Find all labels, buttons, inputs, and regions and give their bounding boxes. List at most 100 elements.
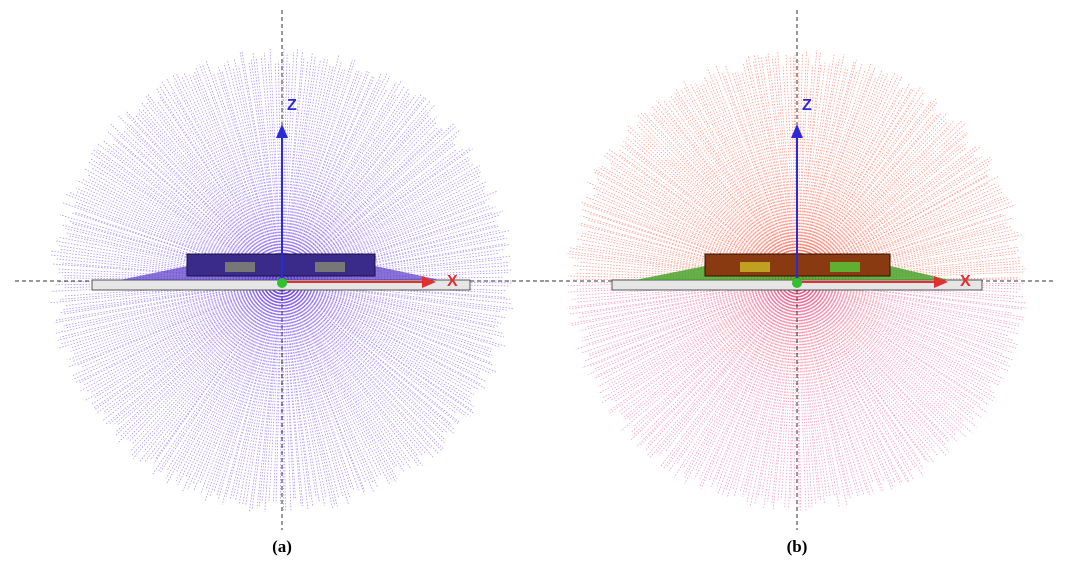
x-arrowhead — [422, 276, 436, 288]
ray — [281, 94, 416, 282]
ray — [716, 280, 798, 486]
ray — [281, 280, 472, 402]
ray — [613, 280, 798, 403]
ray — [281, 280, 455, 434]
ray — [796, 83, 911, 282]
ray — [281, 280, 444, 433]
ray — [281, 280, 390, 484]
ray — [683, 280, 798, 469]
ray — [166, 280, 283, 484]
ray — [281, 93, 410, 282]
ray — [57, 280, 283, 341]
ray — [796, 68, 849, 282]
ray — [796, 159, 993, 282]
ray — [217, 72, 283, 282]
ray — [281, 280, 320, 503]
ray — [742, 63, 798, 282]
ray — [569, 256, 798, 282]
ray — [721, 71, 798, 282]
ray — [281, 280, 344, 498]
ray — [149, 280, 283, 461]
ray — [674, 96, 798, 282]
ray — [655, 280, 798, 454]
ray — [796, 67, 847, 282]
ray — [50, 280, 283, 292]
ray — [607, 280, 798, 386]
ray — [658, 280, 798, 456]
ray — [152, 280, 283, 475]
ray — [796, 280, 977, 428]
ray — [796, 280, 1017, 349]
ray — [663, 100, 798, 282]
ray — [793, 280, 798, 501]
ray — [796, 280, 911, 484]
ray — [569, 251, 798, 282]
ray — [281, 89, 387, 282]
ray — [281, 280, 511, 304]
ray — [264, 52, 283, 282]
ray — [69, 191, 283, 282]
ray — [54, 280, 283, 324]
ray — [281, 69, 346, 282]
ray — [637, 114, 798, 282]
ray — [114, 280, 283, 437]
ray — [205, 280, 283, 491]
ray — [796, 280, 822, 501]
ray — [104, 280, 283, 412]
ray — [281, 59, 353, 282]
ray — [630, 280, 798, 433]
ray — [281, 280, 487, 390]
ray — [58, 236, 283, 282]
ray — [796, 280, 984, 400]
ray — [761, 280, 798, 498]
ray — [796, 280, 991, 384]
ray — [749, 280, 798, 508]
ray — [796, 280, 966, 437]
ray — [796, 65, 813, 282]
ray — [281, 280, 423, 466]
ray — [109, 280, 283, 424]
ray — [218, 280, 283, 499]
ray — [281, 280, 455, 430]
ray — [281, 280, 452, 426]
ray — [790, 280, 798, 499]
ray — [281, 280, 473, 411]
ray — [796, 59, 857, 282]
ray — [796, 280, 1001, 383]
ray — [281, 165, 480, 282]
ray — [81, 280, 283, 368]
ray — [281, 135, 458, 282]
ray — [796, 280, 946, 445]
ray — [796, 62, 826, 282]
ray — [137, 108, 283, 282]
ray — [275, 280, 283, 501]
ray — [281, 65, 331, 282]
ray — [796, 280, 993, 402]
ray — [796, 280, 853, 494]
ray — [610, 280, 798, 401]
ray — [258, 280, 283, 508]
ray — [796, 280, 810, 508]
ray — [281, 69, 368, 282]
ray — [608, 148, 798, 282]
ray — [796, 101, 938, 282]
ray — [677, 280, 798, 464]
ray — [281, 60, 309, 282]
ray — [281, 280, 379, 488]
ray — [114, 280, 283, 425]
ray — [569, 280, 798, 310]
ray — [796, 280, 885, 482]
ray — [796, 280, 936, 448]
ray — [796, 280, 1009, 372]
ray — [569, 280, 798, 315]
ray — [281, 280, 434, 458]
ray — [765, 56, 798, 282]
ray — [55, 280, 283, 321]
ray — [72, 280, 283, 381]
z-label: Z — [802, 97, 812, 114]
ray — [796, 280, 973, 433]
panel-label: (b) — [787, 537, 808, 556]
ray — [590, 280, 798, 367]
ray — [176, 280, 283, 472]
ray — [796, 280, 1020, 327]
